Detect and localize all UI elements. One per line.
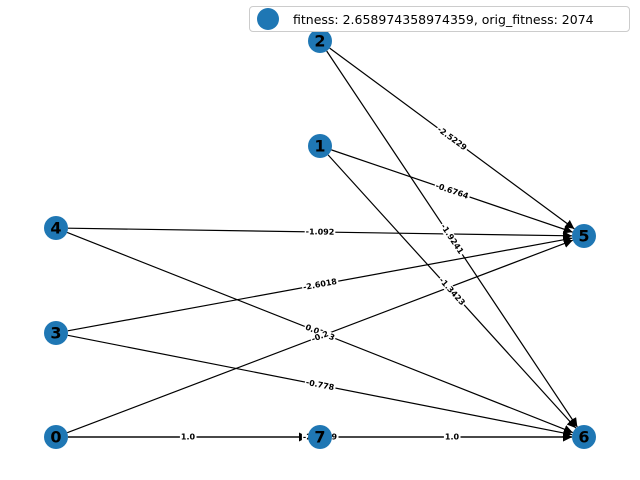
node-circle [572, 425, 596, 449]
node-label: 3 [50, 324, 61, 343]
node-5: 5 [572, 224, 596, 248]
node-circle [44, 321, 68, 345]
edge-label-bg [179, 432, 197, 442]
node-label: 5 [578, 227, 589, 246]
edge-weight-text: 1.0 [181, 433, 196, 442]
edge-label-bg [304, 377, 337, 393]
node-circle [572, 224, 596, 248]
edge-label-7-6: 1.0 [443, 432, 461, 442]
edge-label-3-5: -2.6018 [301, 276, 340, 293]
node-label: 2 [314, 32, 325, 51]
node-label: 6 [578, 428, 589, 447]
legend-marker [257, 8, 279, 30]
node-circle [44, 425, 68, 449]
node-0: 0 [44, 425, 68, 449]
edge-label-bg [438, 221, 467, 257]
node-4: 4 [44, 216, 68, 240]
nodes-layer: 0 1 2 3 4 5 6 7 [44, 29, 596, 449]
edge-weight-text: -1.3423 [437, 276, 467, 307]
node-2: 2 [308, 29, 332, 53]
edge-label-bg [304, 227, 336, 237]
edge-labels-layer: -2.5229-1.9241-0.6764-1.3423-1.0920.0193… [179, 124, 471, 442]
legend: fitness: 2.658974358974359, orig_fitness… [249, 6, 630, 32]
edge-label-bg [436, 275, 468, 308]
edge-label-1-5: -0.6764 [433, 180, 471, 202]
edge-weight-text: -0.6764 [434, 181, 470, 201]
edge-label-2-5: -2.5229 [434, 124, 470, 154]
node-7: 7 [308, 425, 332, 449]
edge-weight-text: -2.6018 [302, 277, 338, 292]
node-circle [308, 29, 332, 53]
edge-label-1-6: -1.3423 [436, 275, 468, 308]
edge-weight-text: -1.9241 [439, 222, 466, 256]
edge-label-4-5: -1.092 [304, 227, 336, 237]
node-label: 4 [50, 219, 61, 238]
node-circle [308, 134, 332, 158]
edge-label-bg [433, 180, 471, 202]
edge-weight-text: 1.0 [445, 433, 460, 442]
edge-weight-text: -2.5229 [436, 125, 469, 153]
node-6: 6 [572, 425, 596, 449]
edge-weight-text: -1.092 [306, 227, 335, 236]
node-circle [308, 425, 332, 449]
edge-label-bg [443, 432, 461, 442]
edge-weight-text: -0.778 [305, 378, 335, 392]
edge-label-bg [434, 124, 470, 154]
node-3: 3 [44, 321, 68, 345]
edges-layer [66, 47, 578, 442]
edge-label-0-7: 1.0 [179, 432, 197, 442]
edge-label-bg [301, 276, 340, 293]
node-circle [44, 216, 68, 240]
edge-label-bg [309, 328, 331, 345]
node-label: 7 [314, 428, 325, 447]
node-1: 1 [308, 134, 332, 158]
legend-text: fitness: 2.658974358974359, orig_fitness… [293, 11, 594, 27]
edge-label-2-6: -1.9241 [438, 221, 467, 257]
node-label: 0 [50, 428, 61, 447]
edge-label-3-6: -0.778 [304, 377, 337, 393]
node-label: 1 [314, 137, 325, 156]
